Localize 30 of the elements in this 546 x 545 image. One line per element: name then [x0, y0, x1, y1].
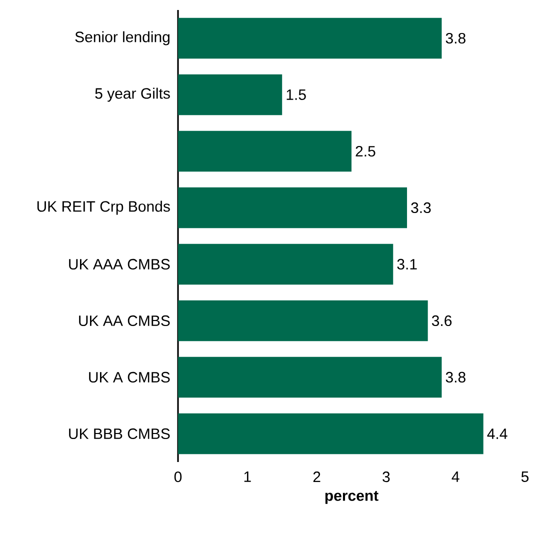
- y-tick-label: UK A CMBS: [89, 372, 170, 383]
- data-label: 3.8: [446, 32, 466, 44]
- x-tick-label: 0: [174, 472, 182, 482]
- x-tick-label: 2: [313, 472, 320, 482]
- bar: [178, 413, 484, 454]
- data-label: 3.6: [432, 315, 452, 326]
- bar: [178, 244, 394, 285]
- bar: [178, 356, 442, 398]
- bar: [178, 18, 442, 59]
- data-label: 1.5: [286, 90, 306, 100]
- x-tick-label: 1: [244, 472, 251, 482]
- bar: [178, 187, 408, 228]
- data-label: 3.8: [446, 372, 466, 383]
- x-axis-title: percent: [325, 491, 378, 504]
- bar: [178, 74, 282, 116]
- y-tick-label: UK REIT Crp Bonds: [37, 200, 170, 215]
- y-tick-label: Senior lending: [75, 31, 170, 46]
- x-tick-label: 5: [521, 472, 529, 482]
- data-label: 3.1: [397, 258, 417, 270]
- y-tick-label: UK AAA CMBS: [69, 258, 170, 270]
- bar: [178, 130, 352, 172]
- data-label: 2.5: [356, 146, 376, 157]
- y-tick-label: UK AA CMBS: [79, 315, 170, 326]
- x-tick-label: 3: [382, 472, 390, 482]
- data-label: 4.4: [487, 428, 508, 439]
- y-tick-label: 5 year Gilts: [95, 88, 170, 102]
- data-label: 3.3: [411, 202, 431, 214]
- bar: [178, 300, 428, 342]
- y-tick-label: UK BBB CMBS: [69, 428, 170, 440]
- x-tick-label: 4: [452, 472, 460, 482]
